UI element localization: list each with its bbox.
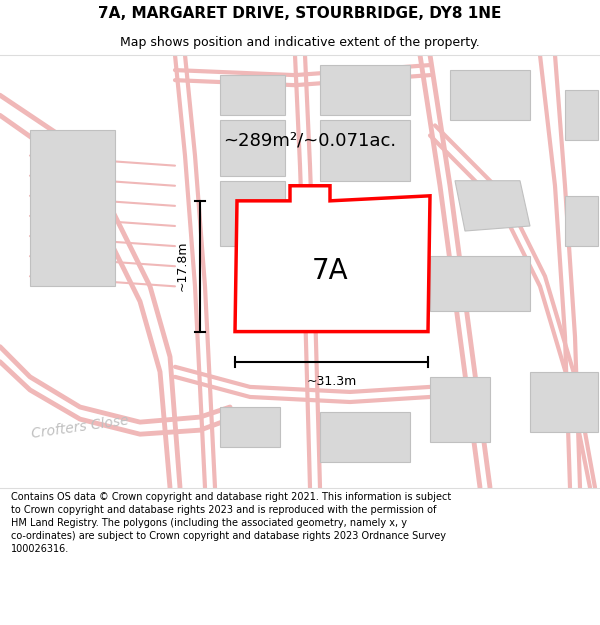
Polygon shape xyxy=(30,131,115,286)
Polygon shape xyxy=(235,186,430,332)
Text: Map shows position and indicative extent of the property.: Map shows position and indicative extent… xyxy=(120,36,480,49)
Text: 7A, MARGARET DRIVE, STOURBRIDGE, DY8 1NE: 7A, MARGARET DRIVE, STOURBRIDGE, DY8 1NE xyxy=(98,6,502,21)
Polygon shape xyxy=(565,196,598,246)
Text: ~17.8m: ~17.8m xyxy=(176,241,188,291)
Polygon shape xyxy=(220,407,280,447)
Text: ~31.3m: ~31.3m xyxy=(307,376,356,388)
Polygon shape xyxy=(430,377,490,442)
Polygon shape xyxy=(320,412,410,462)
Text: Crofters Close: Crofters Close xyxy=(31,413,130,441)
Polygon shape xyxy=(430,256,530,311)
Polygon shape xyxy=(320,65,410,116)
Text: Contains OS data © Crown copyright and database right 2021. This information is : Contains OS data © Crown copyright and d… xyxy=(11,492,451,554)
Polygon shape xyxy=(220,75,285,116)
Polygon shape xyxy=(450,70,530,121)
Polygon shape xyxy=(220,181,285,246)
Polygon shape xyxy=(320,121,410,181)
Polygon shape xyxy=(455,181,530,231)
Polygon shape xyxy=(220,121,285,176)
Text: 7A: 7A xyxy=(311,258,349,285)
Polygon shape xyxy=(530,372,598,432)
Text: ~289m²/~0.071ac.: ~289m²/~0.071ac. xyxy=(223,131,397,149)
Polygon shape xyxy=(565,90,598,141)
